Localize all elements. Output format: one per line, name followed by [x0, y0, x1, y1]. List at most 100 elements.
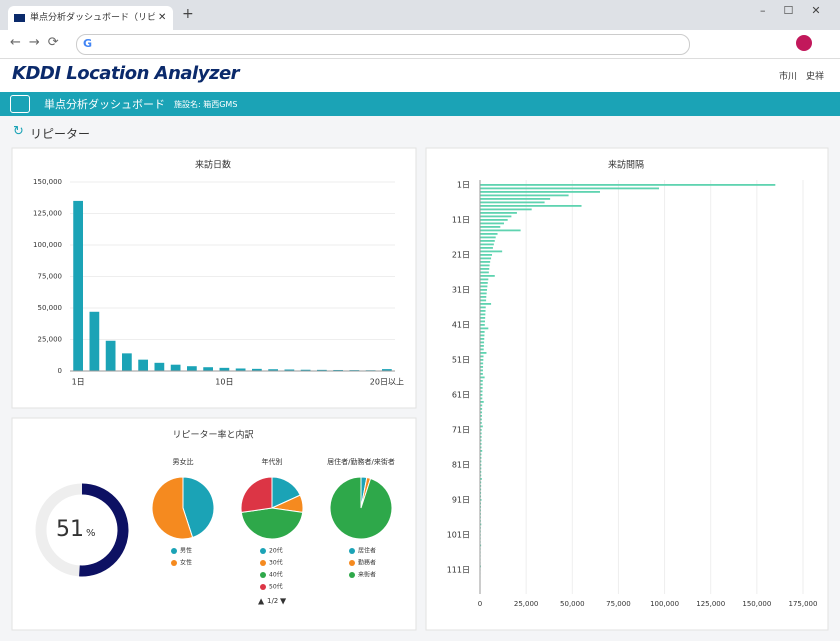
- x-tick-label: 20日以上: [370, 378, 404, 387]
- new-tab[interactable]: +: [182, 6, 194, 22]
- y-tick-label: 75,000: [38, 273, 63, 281]
- bar: [480, 352, 487, 354]
- bar: [480, 397, 483, 400]
- bar: [480, 509, 481, 512]
- bar: [122, 353, 132, 371]
- bar: [480, 338, 485, 340]
- pie-slice: [182, 476, 215, 539]
- bar: [480, 485, 482, 487]
- bar: [480, 425, 483, 428]
- bar: [317, 369, 327, 371]
- panel: [11, 417, 417, 631]
- user-name[interactable]: 市川 史祥: [778, 72, 824, 82]
- x-tick-label: 75,000: [606, 600, 631, 608]
- nav-title: 単点分析ダッシュボード: [44, 98, 165, 111]
- legend-label: 50代: [269, 583, 283, 591]
- tab-title: 単点分析ダッシュボード（リピーター）: [30, 13, 155, 23]
- avatar[interactable]: [796, 35, 812, 51]
- y-tick-label: 61日: [452, 391, 470, 400]
- y-tick-label: 1日: [457, 181, 470, 190]
- bar: [138, 359, 148, 371]
- bar: [480, 558, 481, 561]
- y-tick-label: 100,000: [33, 241, 62, 249]
- pie-title: 年代別: [262, 457, 283, 466]
- google-icon: G: [83, 37, 93, 50]
- bar: [480, 289, 488, 291]
- bar: [480, 292, 487, 295]
- bar: [480, 394, 483, 396]
- y-tick-label: 41日: [452, 321, 470, 330]
- bar: [480, 285, 488, 288]
- legend-page: 1/2: [267, 597, 278, 605]
- bar: [480, 471, 482, 473]
- window-controls[interactable]: –☐✕: [760, 4, 839, 17]
- bar: [89, 311, 100, 371]
- tab-bar: 単点分析ダッシュボード（リピーター） ✕ + –☐✕: [0, 0, 840, 30]
- bar: [480, 317, 486, 319]
- nav-bar: 単点分析ダッシュボード 施設名: 箱西GMS: [0, 92, 840, 116]
- bar: [480, 411, 483, 414]
- bar: [480, 548, 481, 550]
- bar: [480, 415, 482, 417]
- bar: [480, 226, 501, 228]
- bar: [480, 530, 481, 533]
- bar: [349, 370, 360, 371]
- bar: [480, 212, 517, 214]
- bar: [480, 565, 481, 568]
- bar: [480, 229, 521, 232]
- bar: [480, 243, 494, 246]
- bar: [480, 499, 482, 501]
- bar: [480, 240, 495, 242]
- pie-title: 居住者/勤務者/来街者: [327, 457, 395, 466]
- tab[interactable]: 単点分析ダッシュボード（リピーター） ✕: [8, 6, 173, 30]
- bar: [480, 233, 498, 235]
- address-bar: ←→⟳ G: [0, 30, 840, 59]
- logo[interactable]: KDDI Location Analyzer: [12, 63, 240, 84]
- bar: [480, 219, 508, 221]
- menu-button[interactable]: [10, 95, 30, 113]
- chart-title: 来訪間隔: [608, 159, 644, 171]
- x-tick-label: 150,000: [742, 600, 771, 608]
- bar: [480, 572, 481, 575]
- nav-buttons[interactable]: ←→⟳: [10, 35, 67, 50]
- app-header: KDDI Location Analyzer 市川 史祥: [0, 59, 840, 92]
- bar: [480, 380, 483, 382]
- bar: [480, 376, 485, 379]
- refresh-icon[interactable]: ↻: [13, 124, 24, 139]
- bar: [480, 271, 489, 274]
- bar: [480, 443, 482, 445]
- bar: [333, 369, 343, 371]
- bar: [480, 534, 481, 536]
- bar: [170, 364, 181, 371]
- y-tick-label: 150,000: [33, 178, 62, 186]
- donut-arc: [79, 483, 129, 577]
- bar: [480, 313, 486, 316]
- bar: [235, 368, 246, 371]
- legend-label: 女性: [180, 559, 192, 567]
- bar: [480, 306, 486, 309]
- bar: [480, 418, 482, 421]
- bar: [480, 341, 485, 344]
- bar: [480, 184, 776, 186]
- bar: [480, 446, 482, 449]
- pie-slice: [360, 476, 368, 509]
- facility: 施設名: 箱西GMS: [174, 100, 238, 109]
- bar: [480, 457, 482, 459]
- omnibox[interactable]: G: [76, 34, 690, 55]
- bar: [73, 200, 83, 371]
- bar: [105, 340, 116, 371]
- bar: [480, 422, 482, 424]
- bar: [480, 464, 482, 466]
- bar: [480, 527, 481, 529]
- legend-swatch: [171, 560, 177, 566]
- bar: [480, 236, 496, 239]
- y-tick-label: 50,000: [38, 304, 63, 312]
- bar: [480, 467, 482, 470]
- close-icon[interactable]: ✕: [158, 12, 167, 23]
- bar: [480, 348, 484, 351]
- bar: [252, 368, 262, 371]
- pie-slice: [329, 476, 393, 540]
- bar: [480, 310, 486, 312]
- x-tick-label: 100,000: [650, 600, 679, 608]
